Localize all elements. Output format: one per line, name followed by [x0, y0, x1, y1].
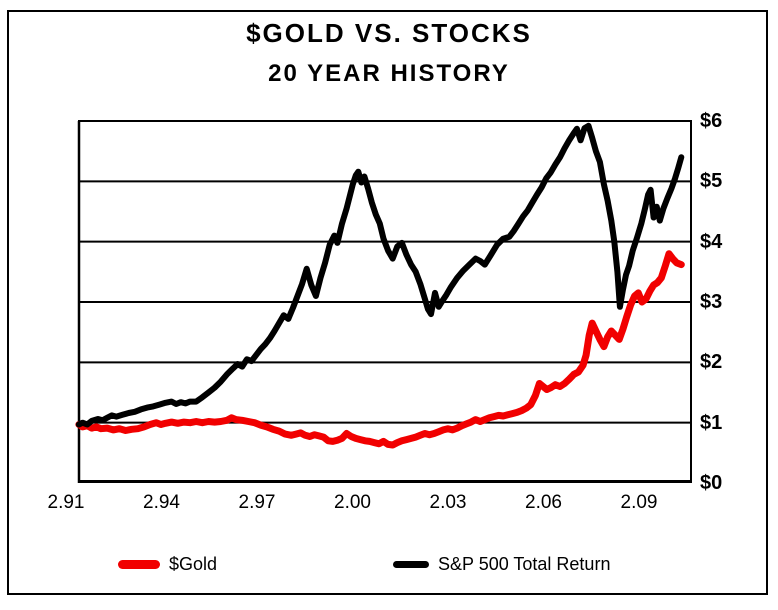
chart-title: $GOLD VS. STOCKS — [246, 18, 532, 48]
y-axis-label: $2 — [700, 351, 723, 374]
x-axis-label: 2.91 — [47, 492, 85, 513]
series-line-gold — [75, 250, 685, 449]
x-axis-label: 2.97 — [238, 492, 276, 513]
plot-canvas — [75, 120, 692, 483]
legend-item-gold: $Gold — [118, 553, 217, 575]
y-axis-label: $1 — [700, 411, 723, 434]
y-axis-label: $3 — [700, 291, 723, 313]
legend-swatch-gold-icon — [118, 559, 160, 569]
y-axis-label: $6 — [700, 110, 723, 132]
x-axis-label: 2.09 — [620, 492, 658, 513]
legend-label-sp500: S&P 500 Total Return — [438, 554, 611, 574]
legend-label-gold: $Gold — [169, 554, 218, 574]
legend-item-sp500: S&P 500 Total Return — [393, 553, 610, 575]
series-line-sp500 — [75, 122, 685, 428]
x-axis-label: 2.00 — [334, 492, 371, 513]
x-axis-label: 2.06 — [525, 492, 562, 513]
chart-subtitle: 20 YEAR HISTORY — [268, 60, 510, 87]
y-axis-label: $5 — [700, 170, 723, 193]
y-axis-label: $4 — [700, 230, 723, 253]
plot-area — [75, 120, 692, 483]
x-axis-label: 2.03 — [429, 492, 467, 513]
x-axis-label: 2.94 — [143, 492, 180, 513]
legend-swatch-sp500-icon — [393, 560, 429, 568]
y-axis-label: $0 — [700, 472, 723, 494]
